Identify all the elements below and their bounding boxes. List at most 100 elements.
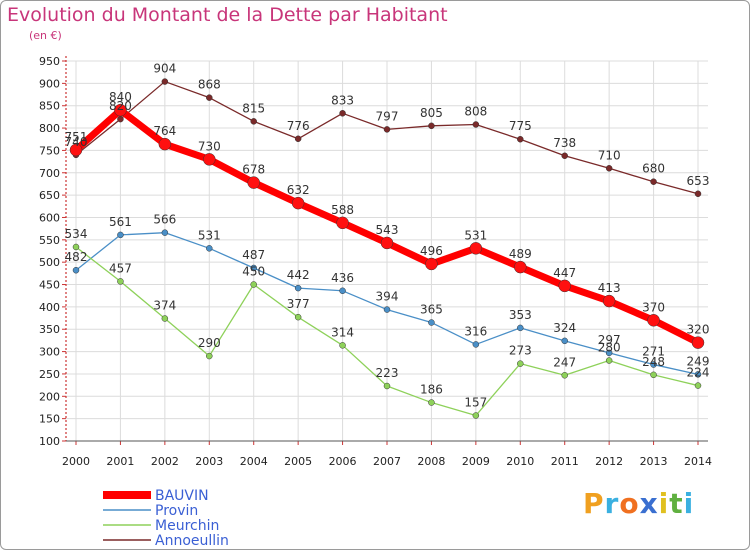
data-point-provin [117,231,124,239]
data-point-bauvin [647,314,660,327]
logo-letter-t: t [669,487,684,520]
x-tick-label: 2012 [595,455,623,468]
data-label-bauvin: 632 [287,183,310,197]
data-label-provin: 394 [376,290,399,304]
data-label-meurchin: 314 [331,325,354,339]
data-point-meurchin [339,342,346,349]
data-point-meurchin [605,357,613,364]
data-point-provin [650,361,657,368]
y-tick-label: 300 [39,346,60,359]
y-tick-label: 250 [39,368,60,381]
data-point-provin [605,349,613,357]
data-label-provin: 487 [242,248,265,262]
legend-label-provin: Provin [155,503,198,519]
x-tick-label: 2008 [417,455,445,468]
x-tick-label: 2005 [284,455,312,468]
data-point-bauvin [291,196,305,210]
data-point-bauvin [602,294,616,308]
data-label-meurchin: 280 [598,341,621,355]
data-point-bauvin [691,336,705,349]
data-label-annoeullin: 775 [509,119,532,133]
data-label-annoeullin: 797 [376,109,399,123]
data-point-meurchin [517,360,524,367]
y-tick-label: 600 [39,211,60,224]
data-point-annoeullin [428,122,435,130]
data-label-bauvin: 320 [687,323,710,337]
data-point-meurchin [294,313,302,321]
data-point-provin [517,324,524,332]
data-label-provin: 316 [464,324,487,338]
data-label-annoeullin: 808 [464,104,487,118]
y-tick-label: 400 [39,301,60,314]
data-label-provin: 482 [65,250,88,264]
data-point-provin [250,264,257,272]
data-point-meurchin [561,372,568,379]
x-tick-label: 2003 [195,455,223,468]
data-point-annoeullin [383,126,391,133]
y-tick-label: 350 [39,323,60,336]
logo-letter-i2: i [683,487,695,520]
y-tick-label: 550 [39,234,60,247]
y-tick-label: 950 [39,55,60,68]
data-point-bauvin [203,153,216,166]
data-label-meurchin: 248 [642,355,665,369]
data-label-meurchin: 223 [376,366,399,380]
x-tick-label: 2002 [151,455,179,468]
data-label-annoeullin: 815 [242,101,265,115]
data-point-provin [161,229,169,236]
data-label-annoeullin: 904 [153,62,176,76]
data-label-bauvin: 531 [464,228,487,242]
y-tick-label: 650 [39,189,60,202]
data-label-bauvin: 413 [598,281,621,295]
y-tick-label: 800 [39,122,60,135]
data-label-annoeullin: 805 [420,106,443,120]
y-tick-label: 450 [39,279,60,292]
data-point-bauvin [514,260,527,274]
data-label-meurchin: 224 [687,366,710,380]
legend-label-annoeullin: Annoeullin [155,533,229,549]
data-point-annoeullin [561,152,568,160]
data-point-annoeullin [339,110,346,117]
data-point-annoeullin [117,115,124,123]
data-point-meurchin [472,412,480,419]
data-label-provin: 531 [198,228,221,242]
data-label-annoeullin: 738 [553,136,576,150]
data-label-bauvin: 840 [109,90,132,104]
data-label-bauvin: 678 [242,163,265,177]
logo-letter-i: i [658,487,670,520]
data-label-annoeullin: 833 [331,93,354,107]
data-point-provin [72,266,80,274]
data-point-provin [428,319,435,326]
legend-label-meurchin: Meurchin [155,518,219,534]
logo-letter-p: P [583,487,605,520]
data-label-provin: 436 [331,271,354,285]
x-tick-label: 2009 [462,455,490,468]
data-label-meurchin: 374 [153,299,176,313]
data-label-bauvin: 730 [198,139,221,153]
data-point-meurchin [250,281,257,288]
data-point-provin [472,341,480,348]
x-tick-label: 2004 [240,455,268,468]
data-point-annoeullin [206,94,213,101]
y-tick-label: 750 [39,144,60,157]
data-label-provin: 353 [509,308,532,322]
data-label-bauvin: 588 [331,203,354,217]
data-point-provin [694,371,702,378]
y-tick-label: 700 [39,167,60,180]
data-label-meurchin: 157 [464,396,487,410]
data-label-meurchin: 290 [198,336,221,350]
proxiti-logo: Proxiti [583,487,694,520]
data-label-provin: 271 [642,345,665,359]
data-label-provin: 297 [598,333,621,347]
x-tick-label: 2001 [106,455,134,468]
data-label-meurchin: 247 [553,355,576,369]
data-point-bauvin [69,143,83,157]
data-label-meurchin: 457 [109,261,132,275]
data-point-annoeullin [650,178,657,185]
data-point-annoeullin [517,135,524,143]
data-label-meurchin: 186 [420,383,443,397]
data-label-annoeullin: 710 [598,148,621,162]
y-tick-label: 850 [39,100,60,113]
x-tick-label: 2007 [373,455,401,468]
